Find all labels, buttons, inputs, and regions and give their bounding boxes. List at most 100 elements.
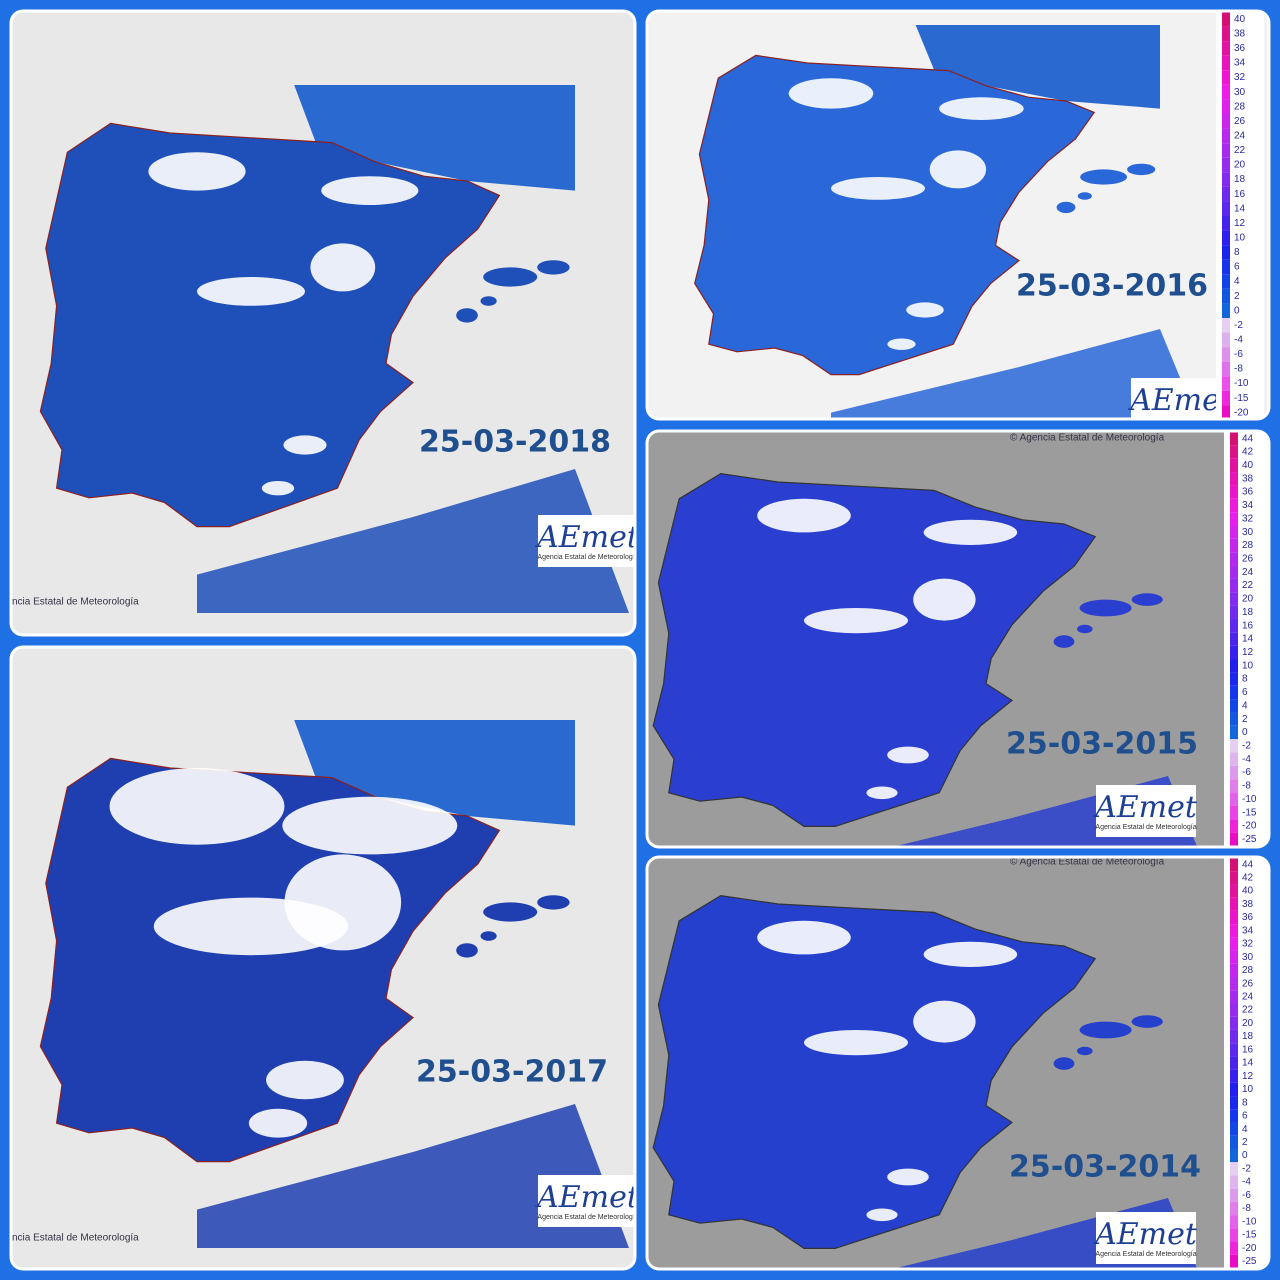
scale-swatch (1230, 871, 1238, 885)
iberia (39, 122, 501, 528)
scale-label: 20 (1242, 1018, 1254, 1029)
scale-swatch (1230, 765, 1238, 780)
scale-label: -25 (1242, 1256, 1257, 1267)
scale-label: 40 (1234, 14, 1246, 25)
snow-area (923, 941, 1018, 968)
scale-swatch (1222, 259, 1230, 275)
scale-swatch (1222, 172, 1230, 187)
snow-area (804, 608, 908, 634)
credit: © Agencia Estatal de Meteorología (1010, 857, 1165, 868)
island (1079, 599, 1132, 617)
scale-swatch (1230, 1109, 1238, 1123)
scale-swatch (1230, 1122, 1238, 1136)
panel-border (9, 645, 637, 1271)
scale-swatch (1222, 41, 1230, 56)
scale-swatch (1230, 1241, 1238, 1255)
scale-label: -4 (1234, 334, 1243, 345)
scale-label: -15 (1234, 393, 1249, 404)
scale-label: 8 (1242, 1097, 1248, 1108)
snow-area (887, 1168, 929, 1186)
scale-label: 12 (1242, 1071, 1254, 1082)
scale-label: 0 (1242, 727, 1248, 738)
panel-border (645, 9, 1271, 421)
scale-label: 14 (1234, 203, 1246, 214)
africa (197, 1104, 629, 1248)
scale-swatch (1230, 1056, 1238, 1070)
scale-swatch (1230, 1188, 1238, 1202)
scale-swatch (1222, 143, 1230, 158)
scale-label: -6 (1242, 767, 1251, 778)
scale-swatch (1230, 884, 1238, 898)
scale-swatch (1222, 288, 1230, 304)
island (1131, 1015, 1163, 1028)
logo-caption: Agencia Estatal de Meteorología (537, 554, 638, 561)
snow-area (148, 152, 246, 191)
credit: ncia Estatal de Meteorología (12, 1233, 139, 1244)
scale-swatch (1222, 230, 1230, 246)
scale-swatch (1222, 157, 1230, 173)
snow-area (282, 796, 458, 855)
scale-label: 38 (1242, 473, 1254, 484)
date: 25-03-2014 (1009, 1150, 1201, 1185)
logo: AEmet (1127, 383, 1233, 418)
island (1080, 169, 1128, 185)
scale-label: -10 (1234, 378, 1249, 389)
scale-swatch (1230, 1016, 1238, 1030)
snow-area (757, 920, 851, 955)
panel-border (645, 855, 1271, 1271)
scale-label: 24 (1242, 992, 1254, 1003)
scale-swatch (1230, 552, 1238, 566)
island (1077, 1046, 1093, 1056)
logo: AEmet (534, 1180, 640, 1215)
scale-swatch (1230, 752, 1238, 766)
scale-swatch (1230, 1215, 1238, 1229)
snow-area (887, 746, 929, 764)
map-panel: 25-03-2016AEmet4038363432302826242220181… (646, 10, 1270, 420)
scale-swatch (1222, 128, 1230, 144)
scale-swatch (1230, 819, 1238, 833)
island (480, 931, 497, 941)
scale-swatch (1230, 618, 1238, 633)
snow-area (109, 768, 285, 845)
scale-label: 22 (1242, 1005, 1254, 1016)
iberia (652, 472, 1097, 827)
scale-swatch (1230, 632, 1238, 646)
island (1077, 624, 1093, 634)
credit: © Agencia Estatal de Meteorología (1010, 433, 1165, 444)
scale-swatch (1222, 245, 1230, 260)
scale-swatch (1222, 376, 1230, 391)
scale-label: 22 (1242, 580, 1254, 591)
scale-swatch (1230, 1175, 1238, 1189)
island (483, 267, 538, 287)
island (537, 260, 570, 275)
scale-swatch (1230, 950, 1238, 964)
scale-label: -20 (1242, 1243, 1257, 1254)
scale-swatch (1230, 832, 1238, 846)
scale-swatch (1230, 432, 1238, 446)
scale-swatch (1222, 318, 1230, 333)
scale-swatch (1230, 805, 1238, 820)
scale-swatch (1230, 963, 1238, 978)
scale-swatch (1230, 472, 1238, 486)
snow-area (939, 97, 1024, 120)
scale-label: 0 (1234, 305, 1240, 316)
scale-swatch (1230, 1254, 1238, 1268)
logo-caption: Agencia Estatal de Meteorología (1095, 1251, 1196, 1258)
date: 25-03-2018 (419, 425, 611, 460)
scale-label: 36 (1242, 912, 1254, 923)
scale-label: 40 (1242, 886, 1254, 897)
scale-swatch (1230, 739, 1238, 753)
scale-label: 36 (1242, 487, 1254, 498)
snow-area (321, 176, 419, 206)
scale-label: 6 (1242, 1111, 1248, 1122)
scale-label: 30 (1242, 527, 1254, 538)
scale-swatch (1230, 779, 1238, 793)
scale-label: -2 (1242, 1163, 1251, 1174)
snow-area (248, 1108, 308, 1138)
island (480, 296, 497, 306)
scale-label: 32 (1242, 513, 1254, 524)
scale-swatch (1230, 592, 1238, 606)
snow-area (266, 1060, 344, 1100)
